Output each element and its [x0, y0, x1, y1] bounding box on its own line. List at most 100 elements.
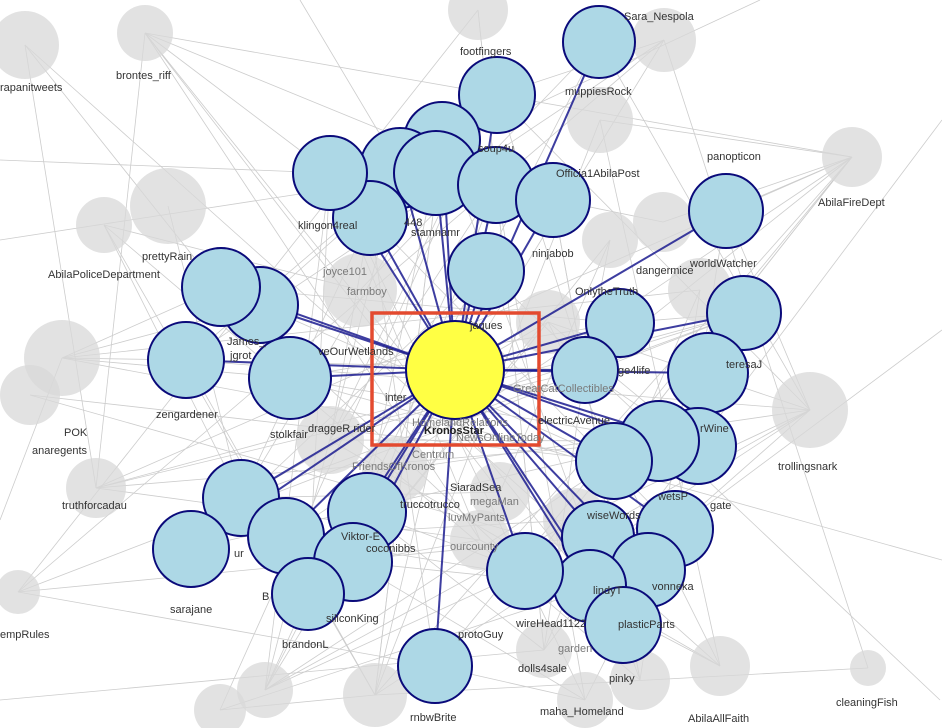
node-rnbw-brite[interactable]	[397, 628, 473, 704]
kronosstar-node[interactable]	[405, 320, 505, 420]
label-dragger-rider: draggeR rider	[308, 423, 376, 435]
label-wine: rWine	[700, 423, 729, 435]
background-node[interactable]	[772, 372, 848, 448]
label-448: 448	[404, 217, 422, 229]
node-truthforcadau-link[interactable]	[152, 510, 230, 588]
background-edge	[24, 44, 97, 489]
label-electric: electricAvenue	[538, 415, 610, 427]
background-node[interactable]	[632, 8, 696, 72]
label-coconibbs: coconibbs	[366, 543, 416, 555]
label-soup4u: soup4u	[478, 143, 514, 155]
label-rapanitweets: rapanitweets	[0, 82, 63, 94]
label-garden: garden	[558, 643, 592, 655]
label-trollingsnark: trollingsnark	[778, 461, 838, 473]
background-node[interactable]	[633, 192, 693, 252]
node-ninjabob[interactable]	[515, 162, 591, 238]
background-node[interactable]	[323, 253, 397, 327]
label-ge4life: ge4life	[618, 365, 650, 377]
label-panopticon: panopticon	[707, 151, 761, 163]
label-plastic-parts: plasticParts	[618, 619, 675, 631]
background-node[interactable]	[850, 650, 886, 686]
label-stamnamr: stamnamr	[411, 227, 460, 239]
background-edge	[599, 119, 853, 158]
label-silicon-king: siliconKing	[326, 613, 379, 625]
background-node[interactable]	[343, 663, 407, 727]
background-node[interactable]	[130, 168, 206, 244]
background-node[interactable]	[0, 365, 60, 425]
label-jgrot: jgrot	[229, 350, 251, 362]
background-nodes	[0, 0, 886, 728]
label-lindy-t: lindyT	[593, 585, 623, 597]
background-node[interactable]	[117, 5, 173, 61]
node-dangermice-link[interactable]	[447, 232, 525, 310]
background-node[interactable]	[0, 570, 40, 614]
neighbor-nodes	[147, 5, 782, 704]
label-dolls4sale: dolls4sale	[518, 663, 567, 675]
node-plastic-parts[interactable]	[584, 586, 662, 664]
label-b: B	[262, 591, 269, 603]
label-wirehead1122: wireHead1122	[515, 618, 586, 630]
background-node[interactable]	[470, 462, 530, 522]
background-edge	[17, 591, 436, 667]
background-node[interactable]	[194, 684, 246, 728]
background-node[interactable]	[557, 672, 613, 728]
background-node[interactable]	[66, 458, 126, 518]
node-electric[interactable]	[575, 422, 653, 500]
background-node[interactable]	[516, 622, 572, 678]
label-abila-fire-dept: AbilaFireDept	[818, 197, 885, 209]
background-node[interactable]	[567, 87, 633, 153]
node-wine-a[interactable]	[667, 332, 749, 414]
node-only-the-truth[interactable]	[585, 288, 655, 358]
background-node[interactable]	[690, 636, 750, 696]
node-brandonl[interactable]	[271, 557, 345, 631]
label-maha-homeland: maha_Homeland	[540, 706, 624, 718]
node-klingon4real[interactable]	[292, 135, 368, 211]
label-gate: gate	[710, 500, 731, 512]
node-wirehead1122[interactable]	[486, 532, 564, 610]
node-ge4life[interactable]	[551, 336, 619, 404]
label-love-our-wetlands: veOurWetlands	[318, 346, 394, 358]
label-cleaning-fish: cleaningFish	[836, 697, 898, 709]
label-pok: POK	[64, 427, 88, 439]
label-anaregents: anaregents	[32, 445, 88, 457]
background-edge	[374, 139, 443, 696]
node-muppiesrock[interactable]	[562, 5, 636, 79]
label-stolkfair: stolkfair	[270, 429, 308, 441]
label-siarad-sea: SiaradSea	[450, 482, 502, 494]
node-footfingers[interactable]	[458, 56, 536, 134]
label-ur: ur	[234, 548, 244, 560]
background-node[interactable]	[610, 650, 670, 710]
background-edge	[95, 32, 146, 489]
label-friends-of-kronos: FriendsOfKronos	[352, 461, 436, 473]
background-edge	[144, 32, 331, 174]
background-node[interactable]	[582, 212, 638, 268]
label-sarajane: sarajane	[170, 604, 212, 616]
node-world-watcher[interactable]	[688, 173, 764, 249]
node-teresaj[interactable]	[706, 275, 782, 351]
node-love-our-wetlands[interactable]	[248, 336, 332, 420]
label-farmboy: farmboy	[347, 286, 387, 298]
background-node[interactable]	[237, 662, 293, 718]
label-zengardener: zengardener	[156, 409, 218, 421]
label-world-watcher: worldWatcher	[689, 258, 757, 270]
background-node[interactable]	[296, 406, 364, 474]
node-zengardener[interactable]	[147, 321, 225, 399]
background-node[interactable]	[0, 11, 59, 79]
label-rnbw-brite: rnbwBrite	[410, 712, 456, 724]
label-abila-police: AbilaPoliceDepartment	[48, 269, 160, 281]
background-node[interactable]	[76, 197, 132, 253]
background-node[interactable]	[822, 127, 882, 187]
focus-edge-world-watcher	[454, 210, 727, 371]
label-abila-all-faith: AbilaAllFaith	[688, 713, 749, 725]
label-brandonl: brandonL	[282, 639, 329, 651]
label-luvmypants: luvMyPants	[448, 512, 505, 524]
node-jgrot[interactable]	[181, 247, 261, 327]
label-joyce101: joyce101	[322, 266, 367, 278]
label-inter: inter	[385, 392, 407, 404]
label-home-relations: HomelandRelations	[412, 417, 508, 429]
background-node[interactable]	[448, 0, 508, 40]
label-muppiesrock: muppiesRock	[565, 86, 632, 98]
label-mega-man: megaMan	[470, 496, 519, 508]
label-truccotrucco: truccotrucco	[400, 499, 460, 511]
label-centrum: Centrum	[412, 449, 454, 461]
